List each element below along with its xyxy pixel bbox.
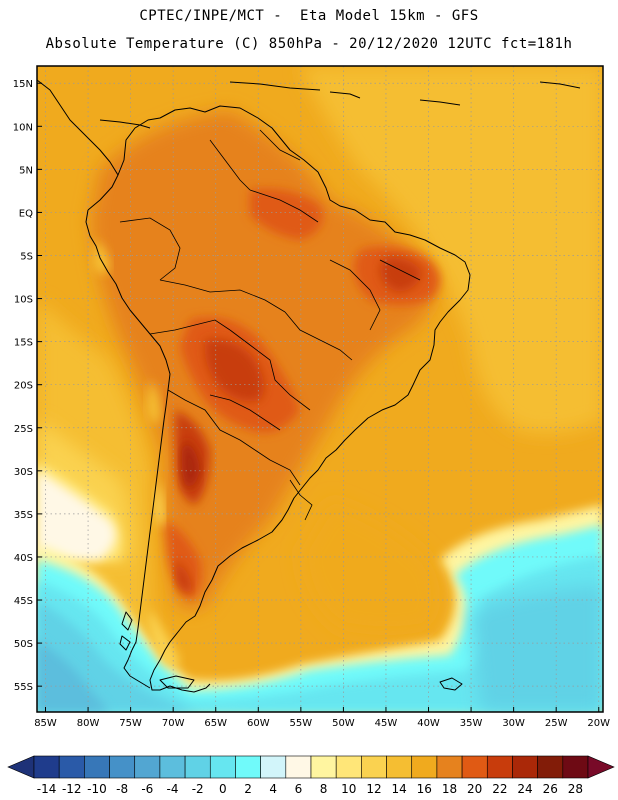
colorbar-label: 4 (269, 782, 277, 796)
colorbar-swatch (436, 755, 463, 779)
title-line-2: Absolute Temperature (C) 850hPa - 20/12/… (45, 36, 573, 52)
lon-tick-label: 35W (460, 718, 483, 729)
colorbar-label: 24 (517, 782, 532, 796)
lat-tick-label: 45S (14, 596, 33, 607)
colorbar-label: -6 (141, 782, 153, 796)
lon-tick-label: 25W (545, 718, 568, 729)
lat-tick-label: 50S (14, 639, 33, 650)
coastline (37, 79, 581, 693)
lon-tick-label: 75W (119, 718, 142, 729)
colorbar-swatch (512, 755, 538, 779)
colorbar-swatch (159, 755, 186, 779)
country-borders (119, 129, 421, 521)
lon-tick-label: 45W (375, 718, 398, 729)
title-line-1: CPTEC/INPE/MCT - Eta Model 15km - GFS (139, 8, 479, 24)
colorbar-label: 20 (467, 782, 482, 796)
lat-tick-label: 5S (20, 251, 33, 262)
colorbar-swatch (562, 755, 589, 779)
colorbar-label: 18 (442, 782, 457, 796)
colorbar: -14 -12 -10 -8 -6 -4 -2 0 2 4 6 8 10 12 14 16 18 20 22 24 26… (7, 755, 615, 796)
colorbar-swatch (134, 755, 161, 779)
colorbar-swatch (285, 755, 312, 779)
temperature-field (37, 66, 603, 712)
colorbar-swatch (184, 755, 211, 779)
lat-tick-label: 15N (13, 79, 33, 90)
lat-tick-label: 10N (13, 122, 33, 133)
colorbar-label: -12 (62, 782, 82, 796)
latitude-axis: 15N 10N 5N EQ 5S 10S 15S 20S 25S 30S 35S 40S 45S 50S 5… (13, 79, 42, 693)
colorbar-label: 14 (391, 782, 406, 796)
colorbar-swatch (537, 755, 564, 779)
colorbar-label: -14 (37, 782, 57, 796)
lat-tick-label: 5N (19, 165, 33, 176)
lat-tick-label: 15S (14, 338, 33, 349)
colorbar-label: -10 (87, 782, 107, 796)
colorbar-over-arrow (587, 755, 615, 779)
lat-tick-label: 10S (14, 295, 33, 306)
colorbar-swatch (335, 755, 362, 779)
lon-tick-label: 70W (162, 718, 185, 729)
lon-tick-label: 20W (587, 718, 610, 729)
colorbar-label: 28 (568, 782, 583, 796)
lat-tick-label: 35S (14, 510, 33, 521)
lat-tick-label: EQ (19, 208, 33, 219)
colorbar-label: -2 (192, 782, 204, 796)
lon-tick-label: 85W (34, 718, 57, 729)
longitude-axis: 85W 80W 75W 70W 65W 60W 55W 50W 45W 40W 35W 30W 25W 2… (34, 707, 610, 729)
lat-tick-label: 55S (14, 682, 33, 693)
colorbar-swatch (84, 755, 110, 779)
colorbar-label: -8 (116, 782, 128, 796)
colorbar-label: 2 (244, 782, 252, 796)
colorbar-label: 8 (320, 782, 328, 796)
colorbar-swatch (310, 755, 337, 779)
colorbar-under-arrow (7, 755, 35, 779)
colorbar-swatch (411, 755, 438, 779)
colorbar-swatch (386, 755, 413, 779)
lon-tick-label: 50W (332, 718, 355, 729)
colorbar-swatch (260, 755, 287, 779)
lon-tick-label: 40W (417, 718, 440, 729)
colorbar-label: -4 (167, 782, 179, 796)
colorbar-swatch (486, 755, 513, 779)
lat-tick-label: 40S (14, 553, 33, 564)
colorbar-label: 26 (543, 782, 558, 796)
lat-tick-label: 25S (14, 424, 33, 435)
lon-tick-label: 60W (247, 718, 270, 729)
colorbar-swatch (109, 755, 136, 779)
colorbar-swatch (58, 755, 85, 779)
lat-tick-label: 20S (14, 381, 33, 392)
colorbar-label: 10 (341, 782, 356, 796)
colorbar-label: 16 (417, 782, 432, 796)
lon-tick-label: 65W (204, 718, 227, 729)
colorbar-swatch (461, 755, 488, 779)
colorbar-swatch (33, 755, 60, 779)
lon-tick-label: 55W (290, 718, 313, 729)
colorbar-label: 6 (295, 782, 303, 796)
lon-tick-label: 30W (502, 718, 525, 729)
colorbar-swatch (235, 755, 261, 779)
colorbar-swatch (209, 755, 236, 779)
lat-tick-label: 30S (14, 467, 33, 478)
colorbar-label: 0 (219, 782, 227, 796)
colorbar-label: 12 (366, 782, 381, 796)
lon-tick-label: 80W (77, 718, 100, 729)
colorbar-swatch (361, 755, 387, 779)
map-border (36, 65, 604, 713)
colorbar-label: 22 (492, 782, 507, 796)
